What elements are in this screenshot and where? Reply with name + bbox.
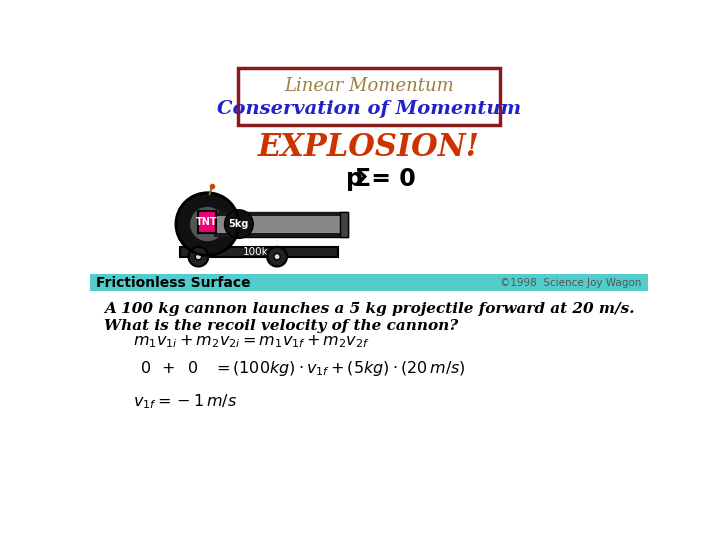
Bar (340, 212, 348, 237)
Text: $0 \;\; + \;\; 0 \quad = (100kg) \cdot v_{1f} + (5kg) \cdot (20\,m / s)$: $0 \;\; + \;\; 0 \quad = (100kg) \cdot v… (140, 360, 466, 379)
Bar (214, 233, 340, 237)
Text: ©1998  Science Joy Wagon: ©1998 Science Joy Wagon (500, 279, 642, 288)
Circle shape (190, 207, 225, 241)
Text: EXPLOSION!: EXPLOSION! (258, 132, 480, 164)
Circle shape (274, 254, 280, 260)
Bar (214, 212, 340, 237)
Bar (214, 233, 340, 237)
Circle shape (195, 254, 202, 260)
Bar (90, 274, 648, 291)
Text: $v_{1f} = -1\,m / s$: $v_{1f} = -1\,m / s$ (132, 393, 237, 411)
Text: 100kg: 100kg (243, 247, 275, 257)
Text: Σ: Σ (355, 167, 371, 191)
Bar (214, 212, 340, 237)
Text: Frictionless Surface: Frictionless Surface (96, 276, 251, 291)
Circle shape (225, 210, 253, 238)
Bar (214, 212, 340, 215)
Text: Conservation of Momentum: Conservation of Momentum (217, 100, 521, 118)
Circle shape (267, 247, 287, 267)
Text: TNT: TNT (196, 217, 217, 227)
Text: 5kg: 5kg (229, 219, 249, 229)
Bar (214, 212, 340, 215)
Bar (199, 211, 215, 233)
Bar (340, 212, 348, 237)
Text: What is the recoil velocity of the cannon?: What is the recoil velocity of the canno… (104, 319, 458, 333)
Circle shape (189, 247, 208, 267)
Text: Linear Momentum: Linear Momentum (284, 77, 454, 94)
Bar (181, 247, 338, 256)
Text: $m_1v_{1i} + m_2v_{2i} = m_1v_{1f} + m_2v_{2f}$: $m_1v_{1i} + m_2v_{2i} = m_1v_{1f} + m_2… (132, 334, 369, 350)
FancyBboxPatch shape (238, 68, 500, 125)
Circle shape (176, 193, 239, 255)
Text: A 100 kg cannon launches a 5 kg projectile forward at 20 m/s.: A 100 kg cannon launches a 5 kg projecti… (104, 302, 634, 316)
Text: p = 0: p = 0 (346, 167, 415, 191)
